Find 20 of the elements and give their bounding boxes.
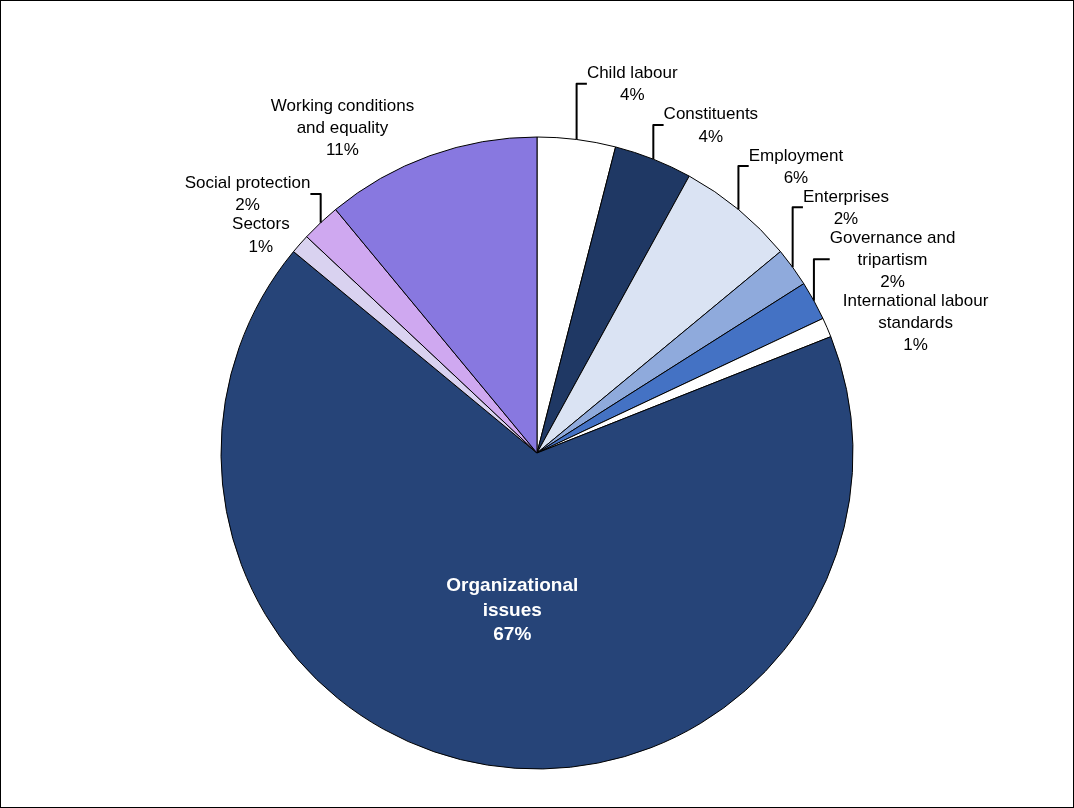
slice-label: Constituents bbox=[663, 104, 759, 124]
slice-label: Social protection bbox=[184, 173, 311, 193]
slice-label: Employment bbox=[748, 145, 844, 165]
data-label: 2% bbox=[880, 271, 905, 291]
data-label: 6% bbox=[783, 167, 809, 187]
slice-label: Governance and tripartism bbox=[829, 227, 956, 269]
slice-label: Organizational issues bbox=[446, 573, 579, 620]
data-label: 2% bbox=[235, 195, 260, 215]
slice-label: Working conditions and equality bbox=[270, 96, 415, 138]
data-label: 4% bbox=[619, 85, 645, 105]
data-label: 1% bbox=[248, 236, 274, 256]
slice-label: Sectors bbox=[232, 214, 290, 234]
data-label: 2% bbox=[833, 208, 859, 228]
data-label: 4% bbox=[698, 126, 724, 146]
slice-label: International labour standards bbox=[842, 290, 989, 333]
slice-label: Enterprises bbox=[802, 186, 889, 206]
data-label: 1% bbox=[903, 335, 928, 355]
data-label: 11% bbox=[326, 140, 359, 160]
data-label: 67% bbox=[493, 623, 532, 645]
slice-label: Child labour bbox=[586, 63, 678, 83]
